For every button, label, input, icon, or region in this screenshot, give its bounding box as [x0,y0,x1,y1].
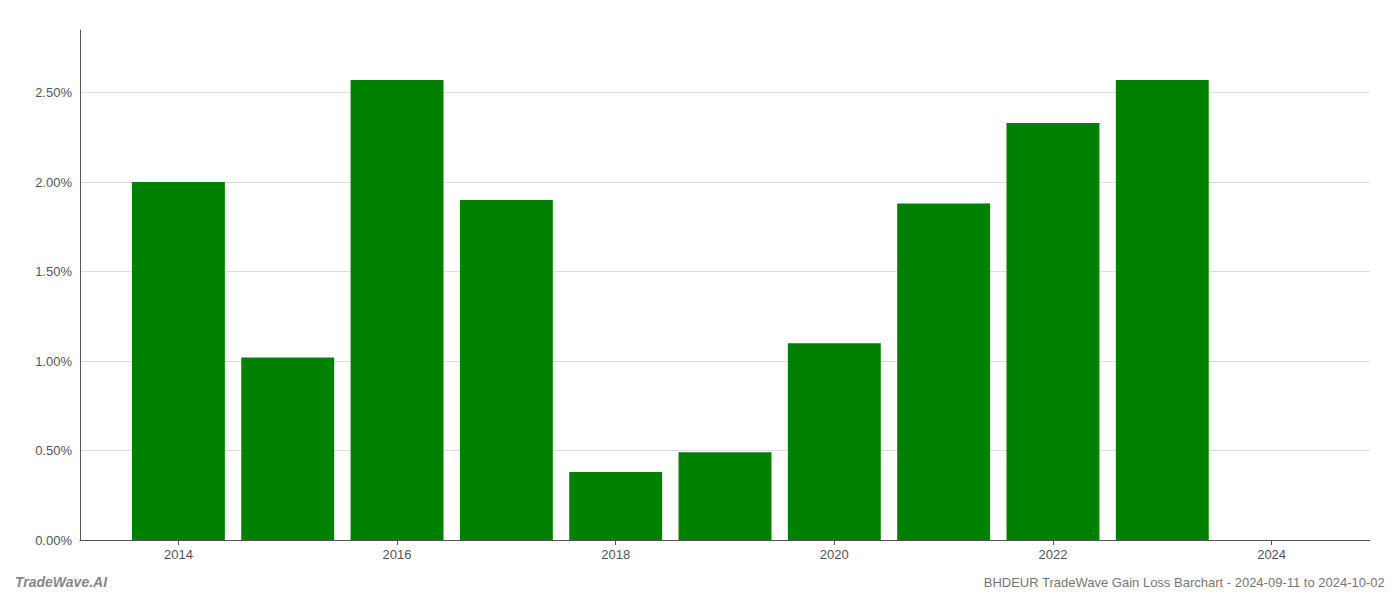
svg-text:2016: 2016 [383,547,412,562]
svg-text:0.50%: 0.50% [35,443,72,458]
svg-text:BHDEUR TradeWave Gain Loss Bar: BHDEUR TradeWave Gain Loss Barchart - 20… [984,575,1385,590]
svg-text:1.50%: 1.50% [35,264,72,279]
svg-text:0.00%: 0.00% [35,533,72,548]
svg-text:2.00%: 2.00% [35,175,72,190]
svg-text:2020: 2020 [820,547,849,562]
svg-text:2022: 2022 [1039,547,1068,562]
svg-text:2.50%: 2.50% [35,85,72,100]
svg-text:2024: 2024 [1257,547,1286,562]
svg-text:2018: 2018 [601,547,630,562]
svg-text:2014: 2014 [164,547,193,562]
svg-text:TradeWave.AI: TradeWave.AI [15,574,108,590]
svg-text:1.00%: 1.00% [35,354,72,369]
